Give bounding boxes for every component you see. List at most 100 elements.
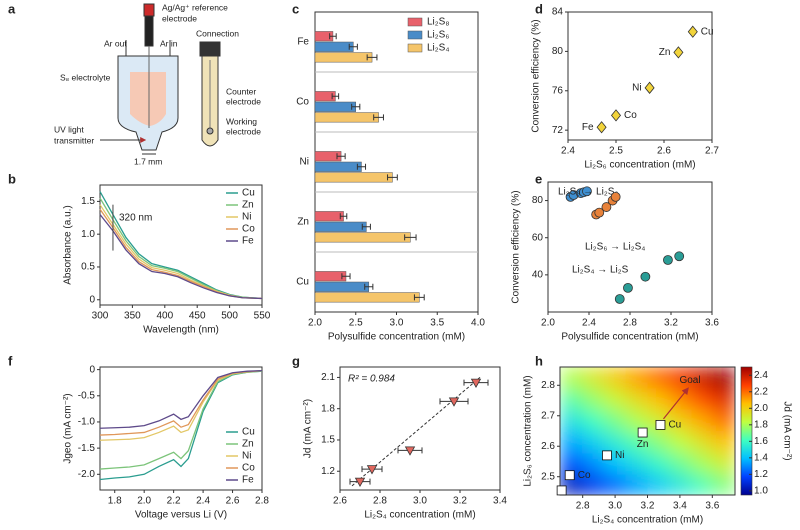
error-bar — [366, 54, 378, 61]
point — [614, 294, 625, 304]
point-label: Cu — [701, 26, 714, 37]
heatmap-cell — [603, 367, 627, 389]
ref-cap — [143, 3, 155, 17]
x-tick-label: 2.7 — [705, 146, 719, 157]
point — [448, 397, 460, 407]
colorbar-tick-label: 2.0 — [754, 403, 768, 414]
x-tick-label: 3.2 — [664, 318, 678, 329]
x-tick-label: 2.0 — [308, 318, 322, 329]
x-tick-label: 2.4 — [561, 146, 575, 157]
y-tick-label: 2.1 — [321, 372, 335, 383]
bar — [314, 211, 344, 222]
point — [404, 446, 416, 456]
error-bar — [341, 273, 351, 280]
x-tick-label: 2.8 — [255, 496, 269, 507]
schematic-label: electrode — [226, 126, 261, 136]
heatmap-cell — [691, 473, 714, 495]
legend-swatch — [407, 30, 423, 40]
colorbar-tick-label: 1.2 — [754, 469, 768, 480]
schematic-label: Working — [226, 116, 257, 126]
colorbar-tick-label: 1.4 — [754, 452, 768, 463]
point — [623, 282, 633, 293]
heatmap-cell — [625, 452, 648, 475]
y-tick-label: -1.5 — [78, 443, 96, 454]
plot-frame — [99, 366, 263, 491]
point — [687, 25, 698, 38]
heatmap-cell — [625, 388, 648, 411]
error-bar — [348, 43, 358, 50]
point — [594, 207, 605, 218]
point — [564, 470, 575, 481]
error-bar — [413, 294, 425, 301]
x-tick-label: 350 — [124, 311, 141, 322]
point — [610, 109, 622, 122]
plot-frame — [99, 184, 263, 306]
point — [655, 420, 666, 430]
goal-arrow — [662, 387, 689, 420]
y-axis-label: Li₂S₆ concentration (mM) — [523, 375, 534, 486]
x-tick-label: 500 — [221, 311, 238, 322]
heatmap-cell — [669, 431, 692, 453]
error-bar — [336, 153, 346, 160]
x-tick-label: 450 — [189, 311, 206, 322]
x-tick-label: 400 — [156, 311, 173, 322]
bar — [314, 172, 393, 183]
colorbar-tick-label: 1.6 — [754, 436, 768, 447]
x-tick-label: 3.6 — [705, 501, 719, 512]
category-label: Cu — [296, 277, 309, 288]
legend-label: Zn — [242, 439, 254, 450]
heatmap-cell — [603, 473, 627, 495]
y-tick-label: 1.8 — [321, 403, 335, 414]
plot-frame — [567, 11, 713, 141]
legend-label: Co — [242, 224, 255, 235]
y-tick-label: 0 — [89, 294, 95, 305]
panel-letter: h — [535, 353, 543, 368]
series-label: Li₂S₈ → Li₂S₆ — [558, 187, 618, 198]
heatmap-cell — [669, 452, 692, 475]
schematic-label: Ar out — [104, 38, 127, 48]
colorbar-tick-label: 1.0 — [754, 486, 768, 497]
point — [673, 46, 684, 59]
y-tick-label: 1.0 — [81, 229, 95, 240]
x-tick-label: 2.4 — [582, 318, 596, 329]
x-tick-label: 2.6 — [333, 496, 347, 507]
legend-label: Co — [242, 463, 255, 474]
y-tick-label: 1.5 — [81, 196, 95, 207]
error-bar — [364, 283, 374, 290]
x-axis-label: Polysulfide concentration (mM) — [328, 332, 465, 343]
error-bar — [351, 103, 361, 110]
heatmap-cell — [713, 431, 735, 453]
x-tick-label: 3.0 — [390, 318, 404, 329]
heatmap-cell — [560, 452, 583, 475]
heatmap-cell — [625, 409, 648, 432]
heatmap-cell — [603, 388, 627, 411]
heatmap-cell — [625, 367, 648, 389]
point — [601, 202, 612, 212]
point — [596, 121, 607, 134]
schematic-label: electrode — [226, 96, 261, 106]
y-tick-label: 80 — [532, 195, 544, 206]
panel-letter: d — [535, 1, 543, 16]
heatmap-cell — [560, 388, 583, 411]
line — [99, 214, 263, 300]
panel-letter: f — [8, 353, 13, 368]
y-tick-label: 2.5 — [541, 471, 555, 482]
x-tick-label: 2.5 — [609, 146, 623, 157]
legend-swatch — [407, 43, 423, 53]
y-tick-label: 2.6 — [541, 441, 555, 452]
schematic-label: Counter — [226, 86, 256, 96]
point-label: Cu — [668, 420, 681, 431]
point-label: Co — [578, 470, 591, 481]
point-label: Ni — [632, 82, 641, 93]
heatmap-cell — [581, 431, 605, 453]
legend-label: Li₂S₄ — [427, 43, 449, 54]
error-bar — [373, 114, 384, 121]
heatmap-cell — [581, 452, 605, 475]
heatmap-cell — [647, 452, 670, 475]
legend-label: Ni — [242, 212, 251, 223]
point — [644, 81, 655, 94]
legend-label: Fe — [242, 475, 254, 486]
point-label: Ni — [615, 450, 624, 461]
cell-schematic — [100, 3, 221, 155]
heatmap-cell — [669, 409, 692, 432]
